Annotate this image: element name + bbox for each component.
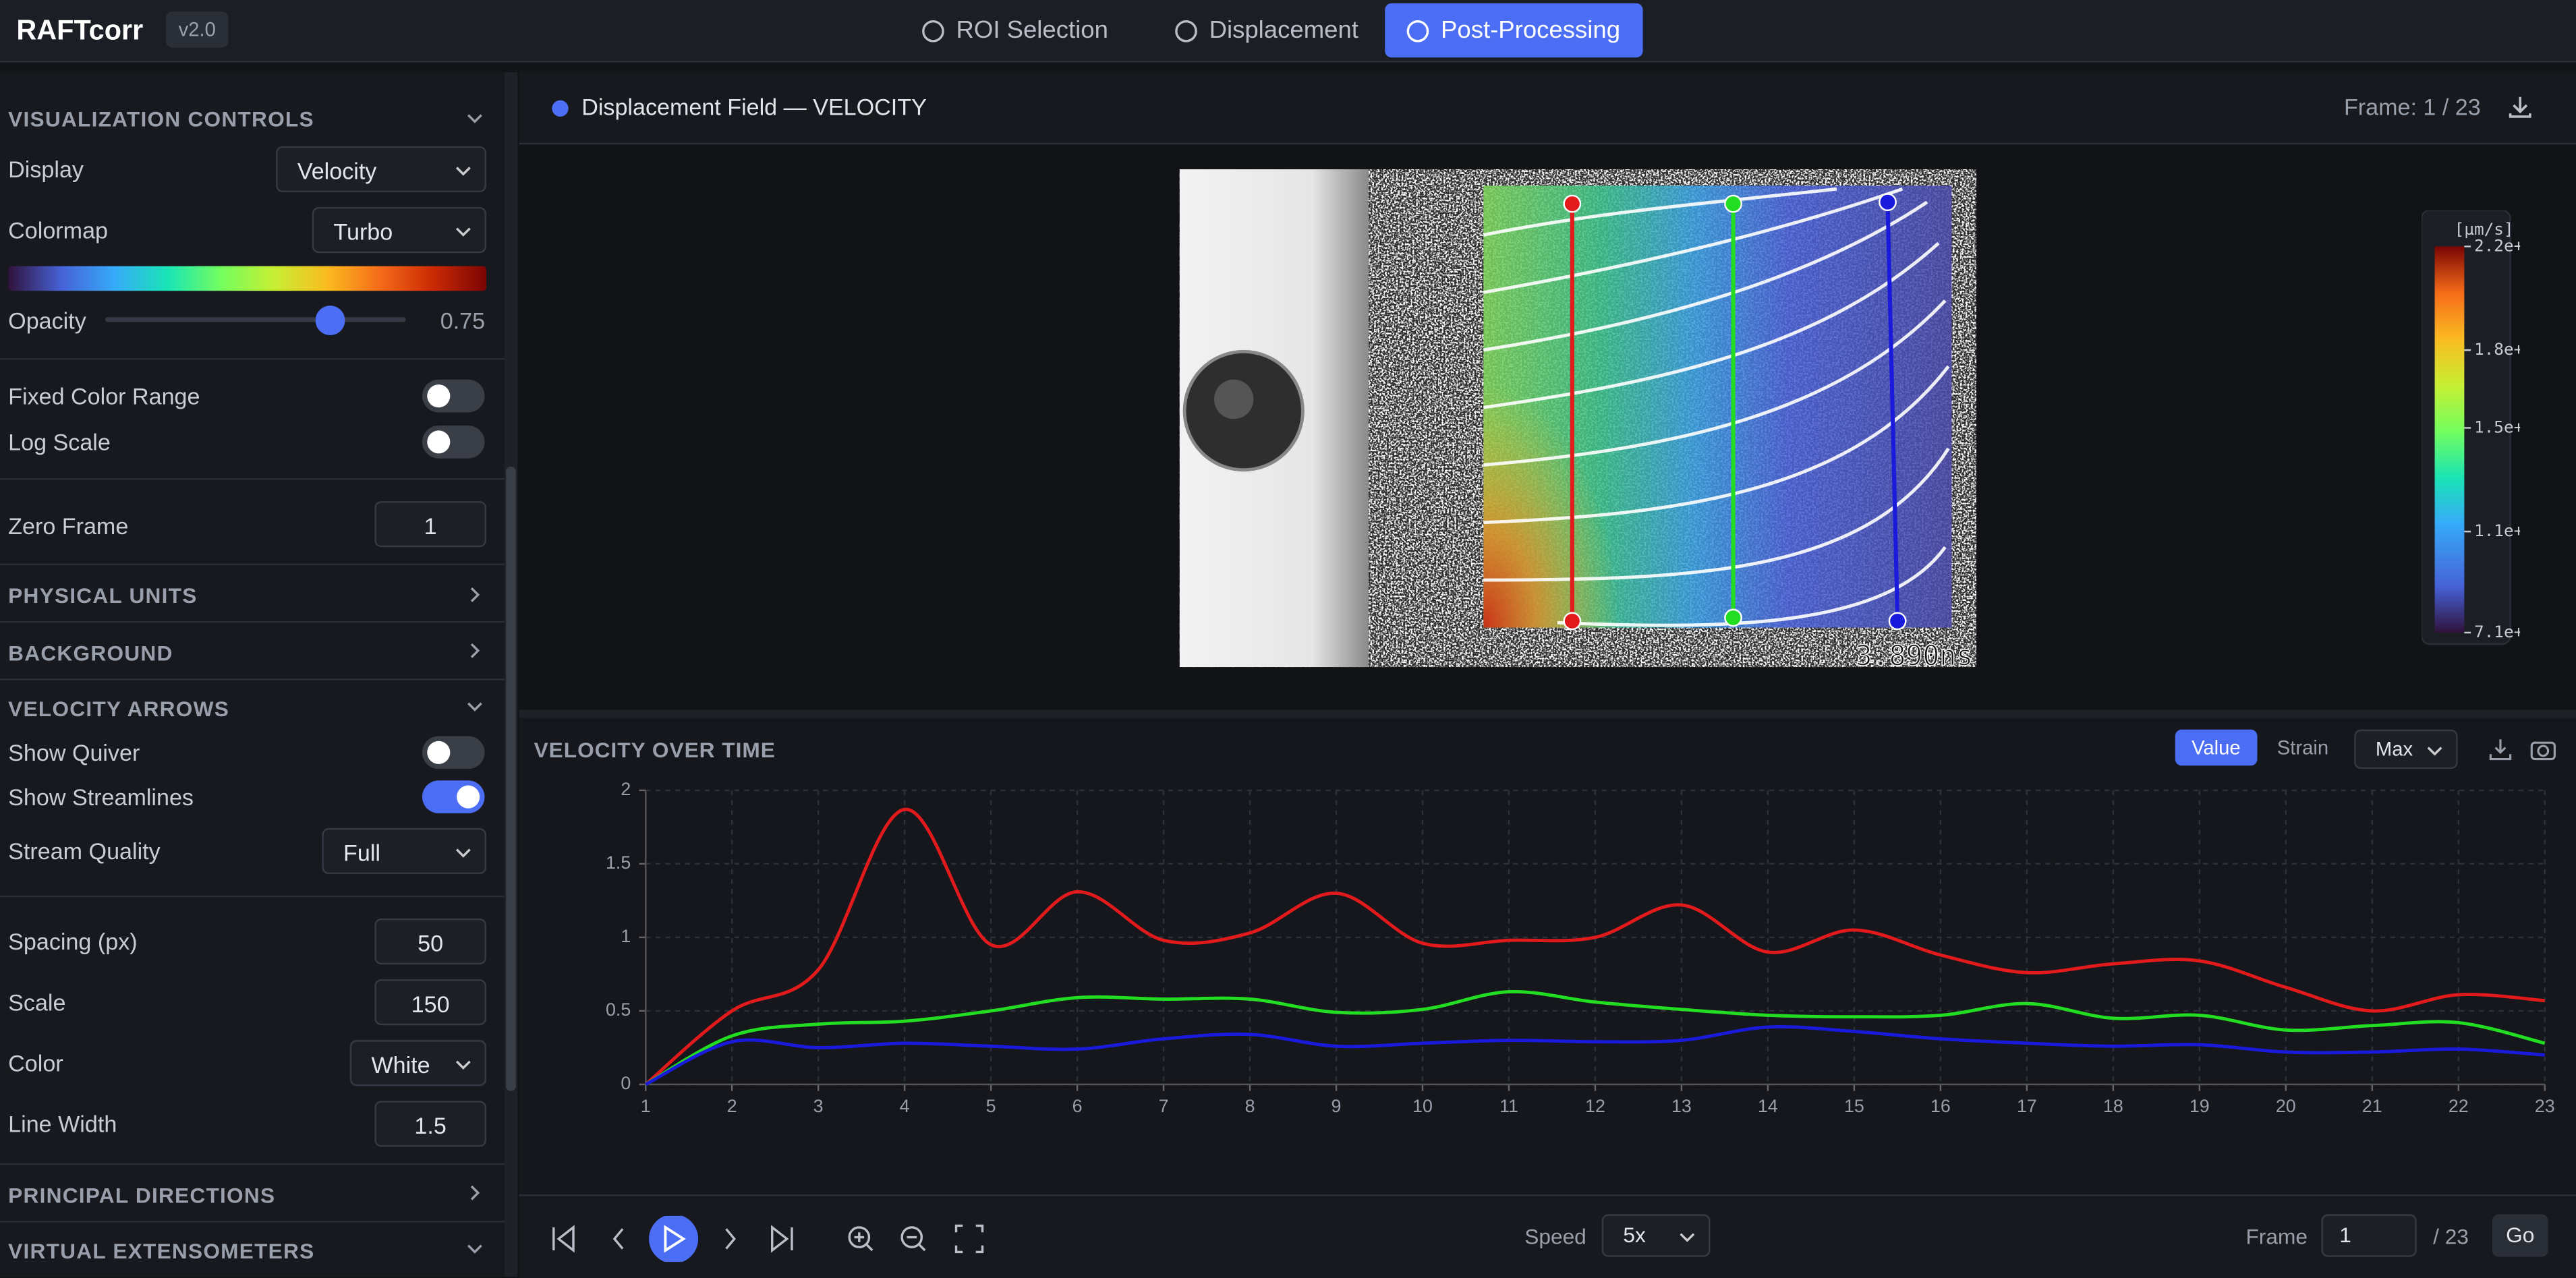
label: Scale	[8, 989, 66, 1016]
chart-title: VELOCITY OVER TIME	[534, 737, 776, 763]
section-title[interactable]: PRINCIPAL DIRECTIONS	[8, 1183, 276, 1208]
dropdown[interactable]: Full	[322, 827, 486, 875]
section-title[interactable]: VIRTUAL EXTENSOMETERS	[8, 1238, 315, 1264]
playback-bar: Speed 5x Frame 1 / 23 Go	[519, 1194, 2576, 1278]
label: Show Quiver	[8, 739, 140, 766]
download-icon[interactable]	[2507, 94, 2534, 120]
divider	[0, 1163, 505, 1165]
version: v2.0	[165, 11, 229, 48]
scrollbar[interactable]	[504, 72, 518, 1277]
number-input[interactable]: 50	[374, 918, 486, 965]
sidebar-icons	[467, 114, 482, 1254]
go-button[interactable]: Go	[2492, 1214, 2548, 1257]
divider	[0, 563, 505, 566]
number-input[interactable]: 150	[374, 979, 486, 1026]
dropdown-value: Full	[343, 839, 380, 866]
section-title[interactable]: VELOCITY ARROWS	[8, 696, 230, 722]
viewer-title: Displacement Field — VELOCITY	[581, 93, 927, 120]
slider-value: 0.75	[440, 307, 486, 334]
divider	[0, 1221, 505, 1223]
section-title[interactable]: PHYSICAL UNITS	[8, 583, 198, 608]
label: Spacing (px)	[8, 928, 138, 955]
label: Fixed Color Range	[8, 382, 200, 409]
mode-dropdown[interactable]: Max	[2354, 729, 2458, 769]
strain-button[interactable]: Strain	[2277, 736, 2329, 759]
chart-panel: VELOCITY OVER TIME Value Strain Max	[519, 718, 2576, 1195]
label: Colormap	[8, 216, 109, 243]
divider	[0, 358, 505, 360]
section-title[interactable]: BACKGROUND	[8, 641, 173, 666]
viewer: 3.890ns [µm/s] 2.2e+7 1.8e+7 1.5e+7 1.1e+7 7…	[519, 144, 2576, 710]
tab[interactable]: Post-Processing	[1385, 3, 1644, 58]
dropdown-value: Turbo	[333, 219, 393, 245]
dropdown[interactable]: Turbo	[312, 206, 486, 254]
frame-indicator: Frame: 1 / 23	[2343, 93, 2481, 120]
slider-track[interactable]	[105, 317, 406, 322]
dropdown[interactable]: Velocity	[276, 146, 486, 193]
speed-label: Speed	[1524, 1224, 1586, 1249]
colormap-bar	[8, 266, 486, 291]
frame-total: / 23	[2433, 1224, 2469, 1249]
frame-label: Frame	[2245, 1224, 2308, 1249]
toggle[interactable]	[422, 425, 485, 459]
label: Zero Frame	[8, 513, 129, 540]
colorbar-tick-label: 1.8e+7	[2474, 339, 2520, 359]
divider	[0, 895, 505, 898]
slider-thumb[interactable]	[316, 306, 346, 336]
dropdown-value: 5x	[1623, 1222, 1646, 1248]
toggle[interactable]	[422, 736, 485, 769]
brand: RAFTcorr	[16, 14, 144, 47]
splitter[interactable]	[519, 709, 2576, 718]
frame-input[interactable]: 1	[2321, 1214, 2417, 1257]
colorbar: [µm/s] 2.2e+7 1.8e+7 1.5e+7 1.1e+7 7.1e+6	[2422, 210, 2520, 645]
label: Color	[8, 1049, 63, 1076]
divider	[0, 620, 505, 623]
label: Log Scale	[8, 428, 111, 455]
toggle[interactable]	[422, 780, 485, 813]
field-image: 3.890ns	[1179, 169, 1977, 668]
tab[interactable]: Displacement	[1153, 3, 1381, 57]
divider	[0, 678, 505, 680]
label: Line Width	[8, 1110, 117, 1137]
status-dot	[552, 100, 569, 117]
dropdown-value: White	[371, 1051, 430, 1078]
tab[interactable]: ROI Selection	[900, 3, 1131, 57]
number-input[interactable]: 1	[374, 501, 486, 548]
number-input[interactable]: 1.5	[374, 1101, 486, 1147]
chart-icons[interactable]	[2489, 736, 2558, 762]
label: Show Streamlines	[8, 784, 194, 811]
section-title[interactable]: VISUALIZATION CONTROLS	[8, 107, 314, 132]
colorbar-tick-label: 7.1e+6	[2474, 622, 2520, 641]
dropdown-value: Velocity	[297, 157, 377, 184]
label: Display	[8, 156, 84, 183]
value-button[interactable]: Value	[2175, 729, 2258, 766]
colorbar-tick-label: 2.2e+7	[2474, 235, 2520, 255]
toggle[interactable]	[422, 379, 485, 413]
speed-dropdown[interactable]: 5x	[1601, 1214, 1711, 1257]
divider	[0, 477, 505, 480]
timestamp: 3.890ns	[1856, 640, 1973, 667]
colorbar-tick-label: 1.1e+7	[2474, 521, 2520, 540]
header: RAFTcorr v2.0 ROI Selection Displacement P…	[0, 0, 2576, 63]
colorbar-title: [µm/s]	[2455, 219, 2514, 239]
dropdown-value: Max	[2375, 737, 2413, 761]
playback-controls[interactable]	[548, 1215, 1041, 1262]
label: Opacity	[8, 307, 86, 334]
colorbar-tick-label: 1.5e+7	[2474, 417, 2520, 436]
dropdown[interactable]: White	[349, 1040, 486, 1086]
label: Stream Quality	[8, 838, 161, 865]
viewer-header: Displacement Field — VELOCITY Frame: 1 /…	[519, 72, 2576, 145]
